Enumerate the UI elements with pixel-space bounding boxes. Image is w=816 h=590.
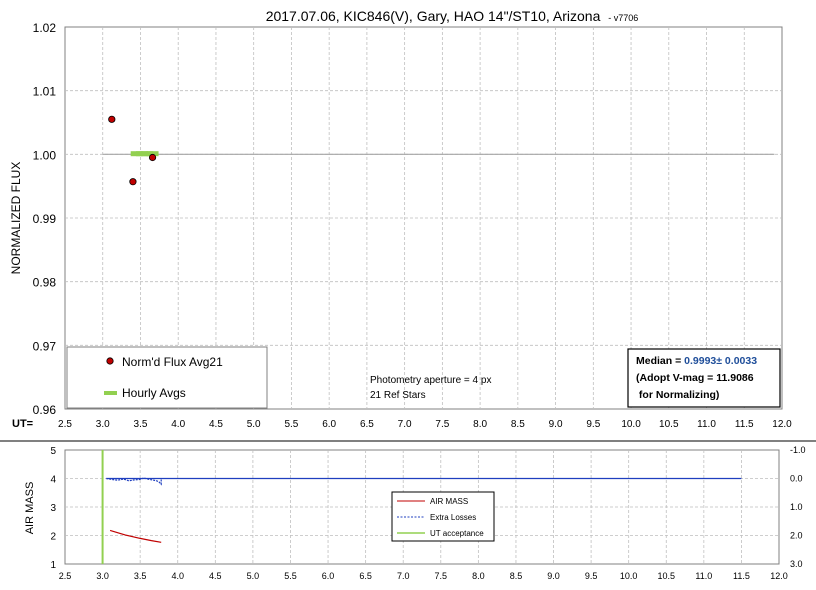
bottom-y2-tick-label: -1.0 bbox=[790, 445, 806, 455]
top-y-tick-labels: 0.96 0.97 0.98 0.99 1.00 1.01 1.02 bbox=[33, 21, 57, 417]
flux-point bbox=[148, 153, 157, 162]
top-x-tick-label: 7.0 bbox=[398, 419, 412, 430]
bottom-x-tick-label: 4.5 bbox=[209, 571, 222, 581]
top-x-tick-label: 10.5 bbox=[659, 419, 679, 430]
top-x-tick-label: 3.0 bbox=[96, 419, 110, 430]
top-y-tick-label: 0.98 bbox=[33, 276, 57, 290]
top-y-tick-label: 1.00 bbox=[33, 148, 57, 162]
top-legend-box bbox=[66, 346, 268, 409]
top-y-axis-label: NORMALIZED FLUX bbox=[9, 162, 23, 275]
top-x-tick-label: 12.0 bbox=[772, 419, 792, 430]
flux-point bbox=[129, 178, 137, 186]
bottom-x-tick-label: 3.5 bbox=[134, 571, 147, 581]
top-x-tick-label: 10.0 bbox=[621, 419, 641, 430]
top-x-tick-label: 9.5 bbox=[586, 419, 600, 430]
top-x-tick-label: 8.5 bbox=[511, 419, 525, 430]
bottom-y2-tick-label: 0.0 bbox=[790, 474, 803, 484]
top-y-tick-label: 1.02 bbox=[33, 21, 57, 35]
top-x-tick-label: 11.0 bbox=[697, 419, 716, 430]
bottom-x-tick-label: 4.0 bbox=[171, 571, 184, 581]
bottom-y-tick-label: 2 bbox=[50, 532, 56, 543]
top-x-tick-label: 6.0 bbox=[322, 419, 336, 430]
legend-hourly-label: Hourly Avgs bbox=[122, 386, 186, 400]
top-y-tick-label: 0.99 bbox=[33, 212, 57, 226]
median-box: Median = 0.9993± 0.0033 (Adopt V-mag = 1… bbox=[627, 348, 781, 408]
top-legend: Norm'd Flux Avg21 Hourly Avgs bbox=[66, 346, 268, 409]
legend-hourly-marker bbox=[104, 391, 117, 395]
bottom-x-tick-label: 9.5 bbox=[585, 571, 598, 581]
top-x-tick-label: 6.5 bbox=[360, 419, 374, 430]
median-box-frame bbox=[627, 348, 781, 408]
top-x-tick-label: 9.0 bbox=[549, 419, 563, 430]
extra-losses-line bbox=[106, 477, 162, 486]
bottom-x-tick-label: 10.5 bbox=[657, 571, 675, 581]
bottom-x-tick-label: 6.0 bbox=[322, 571, 335, 581]
top-y-tick-label: 0.96 bbox=[33, 403, 57, 417]
median-value: 0.9993± 0.0033 bbox=[684, 355, 757, 367]
bottom-x-tick-label: 7.5 bbox=[435, 571, 448, 581]
top-y-tick-label: 1.01 bbox=[33, 85, 57, 99]
hourly-avg-mark bbox=[146, 151, 159, 157]
bottom-x-tick-label: 2.5 bbox=[59, 571, 72, 581]
bottom-y-tick-labels: 1 2 3 4 5 bbox=[50, 446, 56, 571]
top-x-tick-label: 3.5 bbox=[134, 419, 148, 430]
bottom-x-tick-label: 5.5 bbox=[284, 571, 297, 581]
bottom-x-tick-label: 5.0 bbox=[247, 571, 260, 581]
bottom-x-tick-label: 9.0 bbox=[547, 571, 560, 581]
bottom-y2-tick-labels: -1.0 0.0 1.0 2.0 3.0 bbox=[790, 445, 806, 569]
bottom-y-axis-label: AIR MASS bbox=[24, 482, 36, 535]
air-mass-line bbox=[109, 529, 162, 543]
bottom-x-tick-labels: 2.5 3.0 3.5 4.0 4.5 5.0 5.5 6.0 6.5 7.0 7.5 8.0 8.5 9… bbox=[59, 571, 788, 581]
note-aperture: Photometry aperture = 4 px bbox=[370, 375, 491, 386]
top-x-tick-label: 5.0 bbox=[247, 419, 261, 430]
bottom-y2-tick-label: 2.0 bbox=[790, 531, 803, 541]
top-y-tick-label: 0.97 bbox=[33, 339, 57, 353]
chart-title-suffix: - v7706 bbox=[608, 13, 638, 23]
legend-losses-label: Extra Losses bbox=[430, 513, 476, 522]
legend-ut-label: UT acceptance bbox=[430, 529, 484, 538]
bottom-x-tick-label: 11.5 bbox=[733, 571, 750, 581]
bottom-x-tick-label: 10.0 bbox=[620, 571, 638, 581]
bottom-y2-tick-label: 3.0 bbox=[790, 559, 803, 569]
bottom-marks bbox=[101, 450, 742, 564]
legend-flux-label: Norm'd Flux Avg21 bbox=[122, 355, 223, 369]
bottom-x-tick-label: 11.0 bbox=[695, 571, 712, 581]
legend-airmass-label: AIR MASS bbox=[430, 497, 468, 506]
top-x-tick-label: 8.0 bbox=[473, 419, 487, 430]
top-x-tick-labels: 2.5 3.0 3.5 4.0 4.5 5.0 5.5 6.0 6.5 7.0 7.5 8.0 8.5 9… bbox=[58, 419, 792, 430]
top-x-tick-label: 7.5 bbox=[435, 419, 449, 430]
flux-point bbox=[108, 115, 116, 123]
bottom-x-tick-label: 6.5 bbox=[359, 571, 372, 581]
bottom-y-tick-label: 5 bbox=[50, 446, 56, 457]
bottom-y-tick-label: 3 bbox=[50, 503, 56, 514]
bottom-x-tick-label: 8.0 bbox=[472, 571, 485, 581]
bottom-x-tick-label: 12.0 bbox=[770, 571, 788, 581]
top-x-tick-label: 11.5 bbox=[735, 419, 754, 430]
median-line-2: (Adopt V-mag = 11.9086 bbox=[636, 372, 754, 384]
bottom-x-tick-label: 8.5 bbox=[510, 571, 523, 581]
bottom-y2-tick-label: 1.0 bbox=[790, 502, 803, 512]
bottom-x-tick-label: 3.0 bbox=[96, 571, 109, 581]
top-gridlines bbox=[65, 27, 782, 409]
median-line-3: for Normalizing) bbox=[636, 389, 719, 401]
bottom-legend: AIR MASS Extra Losses UT acceptance bbox=[391, 491, 495, 542]
top-x-tick-label: 2.5 bbox=[58, 419, 72, 430]
ut-prefix-label: UT= bbox=[12, 418, 33, 430]
bottom-x-tick-label: 7.0 bbox=[397, 571, 410, 581]
top-marks bbox=[102, 115, 775, 186]
chart-title: 2017.07.06, KIC846(V), Gary, HAO 14"/ST1… bbox=[266, 8, 639, 24]
bottom-y-tick-label: 1 bbox=[50, 560, 56, 571]
top-x-tick-label: 5.5 bbox=[284, 419, 298, 430]
legend-flux-marker bbox=[106, 357, 114, 365]
note-ref-stars: 21 Ref Stars bbox=[370, 390, 426, 401]
top-x-tick-label: 4.0 bbox=[171, 419, 185, 430]
top-x-tick-label: 4.5 bbox=[209, 419, 223, 430]
median-line-1: Median = 0.9993± 0.0033 bbox=[636, 355, 757, 367]
bottom-y-tick-label: 4 bbox=[50, 475, 56, 486]
